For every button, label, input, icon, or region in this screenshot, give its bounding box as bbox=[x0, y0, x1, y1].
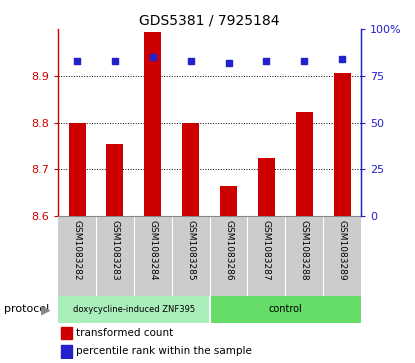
Text: GSM1083286: GSM1083286 bbox=[224, 220, 233, 281]
Bar bbox=[58, 296, 210, 323]
Text: control: control bbox=[269, 305, 302, 314]
Bar bbox=[210, 296, 361, 323]
Point bbox=[263, 58, 270, 64]
Text: GSM1083283: GSM1083283 bbox=[110, 220, 120, 281]
Text: protocol: protocol bbox=[4, 305, 49, 314]
Bar bbox=[96, 216, 134, 296]
Text: doxycycline-induced ZNF395: doxycycline-induced ZNF395 bbox=[73, 305, 195, 314]
Bar bbox=[144, 32, 161, 216]
Text: percentile rank within the sample: percentile rank within the sample bbox=[76, 346, 252, 356]
Point bbox=[225, 60, 232, 66]
Text: GSM1083285: GSM1083285 bbox=[186, 220, 195, 281]
Text: ▶: ▶ bbox=[41, 303, 51, 316]
Point bbox=[187, 58, 194, 64]
Text: GSM1083282: GSM1083282 bbox=[73, 220, 81, 281]
Text: GSM1083284: GSM1083284 bbox=[148, 220, 157, 281]
Bar bbox=[106, 143, 123, 216]
Text: transformed count: transformed count bbox=[76, 328, 173, 338]
Bar bbox=[134, 216, 172, 296]
Bar bbox=[68, 122, 85, 216]
Bar bbox=[61, 345, 72, 358]
Point bbox=[301, 58, 308, 64]
Point bbox=[339, 56, 345, 62]
Text: GSM1083288: GSM1083288 bbox=[300, 220, 309, 281]
Title: GDS5381 / 7925184: GDS5381 / 7925184 bbox=[139, 14, 280, 28]
Point bbox=[149, 54, 156, 60]
Bar bbox=[58, 216, 96, 296]
Bar bbox=[258, 159, 275, 216]
Point bbox=[74, 58, 81, 64]
Bar bbox=[61, 327, 72, 339]
Bar bbox=[296, 112, 313, 216]
Bar bbox=[172, 216, 210, 296]
Bar bbox=[247, 216, 285, 296]
Bar bbox=[210, 216, 247, 296]
Bar bbox=[220, 185, 237, 216]
Bar bbox=[182, 122, 199, 216]
Bar bbox=[334, 73, 351, 216]
Bar bbox=[323, 216, 361, 296]
Text: GSM1083289: GSM1083289 bbox=[338, 220, 347, 281]
Bar bbox=[286, 216, 323, 296]
Text: GSM1083287: GSM1083287 bbox=[262, 220, 271, 281]
Point bbox=[112, 58, 118, 64]
